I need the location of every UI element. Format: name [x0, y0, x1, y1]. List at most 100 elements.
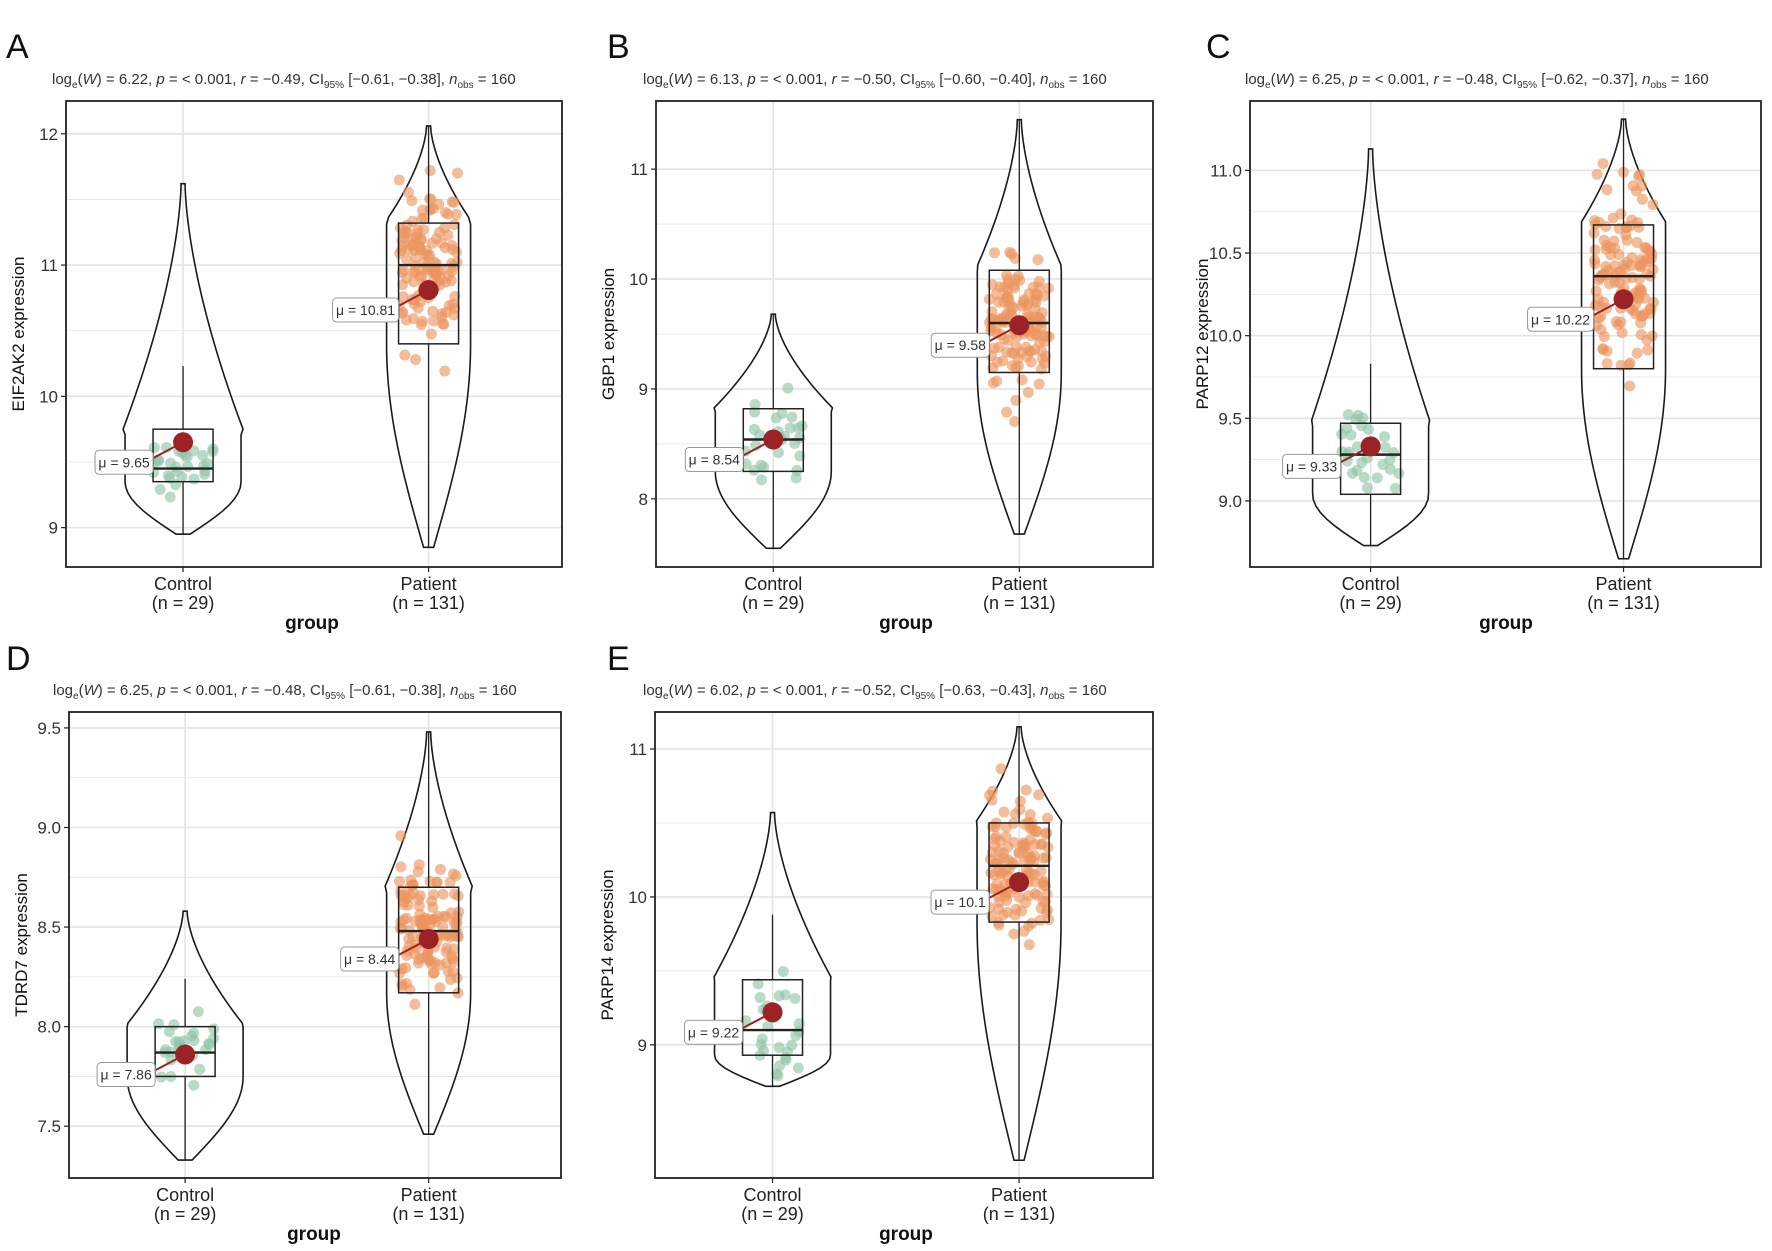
data-point: [1630, 185, 1642, 197]
data-point: [1008, 836, 1020, 848]
data-point: [439, 207, 451, 219]
data-point: [401, 254, 413, 266]
data-point: [782, 382, 794, 394]
data-point: [1033, 281, 1045, 293]
data-point: [792, 422, 804, 434]
group-patient: μ = 10.81: [332, 125, 472, 549]
y-tick-label: 10: [629, 270, 648, 289]
data-point: [1597, 296, 1609, 308]
data-point: [199, 468, 211, 480]
mean-point: [1009, 872, 1030, 893]
data-point: [1029, 839, 1041, 851]
data-point: [197, 449, 209, 461]
data-point: [1010, 341, 1022, 353]
data-point: [1633, 170, 1645, 182]
mean-point: [175, 1044, 196, 1065]
panel-letter: C: [1206, 28, 1231, 66]
data-point: [1389, 482, 1401, 494]
data-point: [413, 894, 425, 906]
data-point: [1645, 253, 1657, 265]
data-point: [397, 240, 409, 252]
data-point: [773, 1042, 785, 1054]
data-point: [1600, 243, 1612, 255]
data-point: [164, 491, 176, 503]
data-point: [1037, 852, 1049, 864]
data-point: [1013, 847, 1025, 859]
x-axis-title: group: [285, 613, 339, 634]
grid: [656, 101, 1153, 567]
data-point: [1356, 457, 1368, 469]
box: [397, 886, 460, 994]
x-tick-label: Control: [744, 574, 802, 594]
data-point: [1023, 939, 1035, 951]
x-tick-n-label: (n = 29): [1339, 593, 1402, 613]
data-point: [1602, 264, 1614, 276]
data-point: [415, 917, 427, 929]
y-tick-label: 9.0: [1218, 492, 1242, 511]
panel-letter: E: [607, 640, 630, 678]
mean-label-box: [1527, 306, 1595, 332]
data-point: [406, 240, 418, 252]
data-point: [393, 875, 405, 887]
data-point: [194, 1063, 206, 1075]
data-point: [758, 461, 770, 473]
data-point: [752, 978, 764, 990]
data-point: [1635, 284, 1647, 296]
mean-point: [1009, 315, 1030, 336]
data-point: [1601, 184, 1613, 196]
data-point: [162, 470, 174, 482]
data-point: [1001, 406, 1013, 418]
box: [988, 822, 1050, 923]
data-point: [1022, 386, 1034, 398]
y-tick-label: 9: [638, 1036, 647, 1055]
data-point: [1012, 360, 1024, 372]
data-point: [450, 209, 462, 221]
data-point: [1037, 877, 1049, 889]
data-point: [1042, 282, 1054, 294]
data-point: [1601, 358, 1613, 370]
data-point: [404, 880, 416, 892]
data-point: [1595, 324, 1607, 336]
data-point: [439, 222, 451, 234]
mean-label: μ = 9.65: [98, 454, 149, 470]
data-point: [188, 1035, 200, 1047]
data-point: [1634, 260, 1646, 272]
group-control: μ = 7.86: [96, 910, 244, 1161]
x-tick-n-label: (n = 29): [742, 593, 805, 613]
data-point: [1341, 455, 1353, 467]
data-point: [397, 279, 409, 291]
grid: [1250, 101, 1761, 567]
data-point: [181, 451, 193, 463]
y-tick-label: 8.0: [37, 1018, 61, 1037]
stats-subtitle: loge(W) = 6.13, p = < 0.001, r = −0.50, …: [643, 71, 1107, 91]
data-point: [1589, 244, 1601, 256]
data-point: [773, 447, 785, 459]
panel-letter: A: [6, 28, 29, 66]
data-point: [418, 212, 430, 224]
data-point: [1609, 242, 1621, 254]
data-point: [1024, 809, 1036, 821]
data-point: [1014, 803, 1026, 815]
data-point: [406, 195, 418, 207]
data-point: [995, 763, 1007, 775]
data-point: [417, 224, 429, 236]
data-point: [1631, 347, 1643, 359]
data-point: [790, 1030, 802, 1042]
points: [393, 165, 464, 377]
x-axis-title: group: [879, 1224, 933, 1245]
stats-subtitle: loge(W) = 6.25, p = < 0.001, r = −0.48, …: [53, 682, 517, 702]
data-point: [991, 356, 1003, 368]
plot-frame: [68, 711, 562, 1179]
data-point: [451, 916, 463, 928]
y-tick-label: 9: [639, 380, 648, 399]
data-point: [407, 313, 419, 325]
data-point: [987, 883, 999, 895]
y-axis-title: PARP12 expression: [1193, 259, 1212, 410]
data-point: [1017, 296, 1029, 308]
violin: [122, 182, 244, 535]
data-point: [426, 895, 438, 907]
y-tick-label: 12: [39, 125, 58, 144]
plot-frame: [655, 100, 1154, 568]
